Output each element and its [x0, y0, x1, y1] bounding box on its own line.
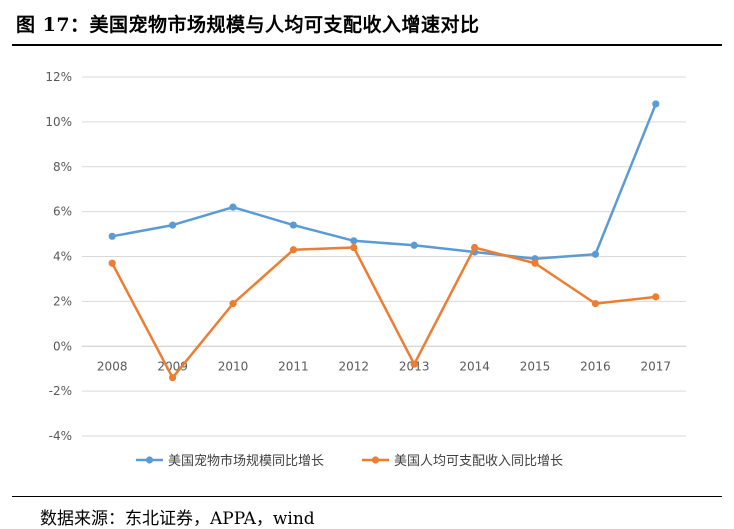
y-tick-label: 4% [53, 250, 72, 264]
line-chart: 12%10%8%6%4%2%0%-2%-4% 2008 2009 2010 2011 2… [45, 70, 686, 469]
x-tick-label: 2011 [278, 359, 309, 373]
y-tick-label: 0% [53, 339, 72, 353]
x-tick-label: 2015 [520, 359, 551, 373]
legend-swatch-marker-1 [371, 456, 380, 464]
source-rule [12, 496, 722, 497]
y-tick-label: 8% [53, 160, 72, 174]
series-line-0 [111, 103, 657, 260]
data-point-1-2015 [531, 259, 539, 267]
x-tick-label: 2008 [97, 359, 128, 373]
x-axis-ticks: 2008200920102011201220132014201520162017 [97, 359, 671, 373]
data-point-1-2011 [289, 246, 297, 254]
data-point-0-2009 [169, 221, 177, 229]
x-tick-label: 2016 [580, 359, 611, 373]
data-point-1-2016 [591, 300, 600, 308]
y-tick-label: 10% [45, 115, 72, 129]
legend-label-1: 美国人均可支配收入同比增长 [394, 454, 563, 469]
title-rule [12, 44, 722, 46]
grid-layer [82, 76, 686, 437]
series-line-1 [111, 246, 656, 379]
figure-title: 图 17：美国宠物市场规模与人均可支配收入增速对比 [16, 14, 480, 36]
y-tick-label: 6% [53, 205, 72, 219]
data-point-1-2013 [410, 360, 418, 368]
legend-label-0: 美国宠物市场规模同比增长 [168, 453, 324, 469]
x-tick-label: 2010 [218, 359, 249, 373]
data-point-0-2017 [652, 100, 660, 108]
series-layer [108, 100, 660, 382]
data-point-1-2017 [652, 293, 660, 301]
y-tick-label: 2% [53, 294, 72, 308]
data-point-1-2010 [229, 300, 237, 308]
y-axis-ticks: 12% 10% 8% 6% 4% 2% 0% -2% -4% [45, 70, 72, 443]
y-tick-label: -2% [49, 384, 72, 398]
x-tick-label: 2017 [641, 359, 672, 373]
y-tick-label: -4% [49, 429, 72, 443]
y-tick-label: 12% [45, 70, 72, 84]
data-point-0-2010 [229, 203, 237, 211]
data-point-0-2013 [410, 241, 418, 249]
data-point-1-2008 [108, 259, 116, 267]
data-point-1-2014 [471, 243, 479, 252]
source-note: 数据来源：东北证券，APPA，wind [40, 509, 315, 529]
data-point-1-2012 [350, 243, 358, 252]
data-point-0-2008 [108, 232, 116, 240]
data-point-0-2012 [350, 237, 358, 245]
data-point-0-2011 [289, 221, 297, 229]
data-point-0-2016 [591, 250, 600, 258]
data-point-1-2009 [169, 374, 177, 382]
x-tick-label: 2014 [459, 359, 490, 373]
x-tick-label: 2012 [339, 359, 370, 373]
legend: 美国宠物市场规模同比增长 美国人均可支配收入同比增长 [136, 453, 563, 469]
legend-swatch-marker-0 [145, 456, 154, 464]
